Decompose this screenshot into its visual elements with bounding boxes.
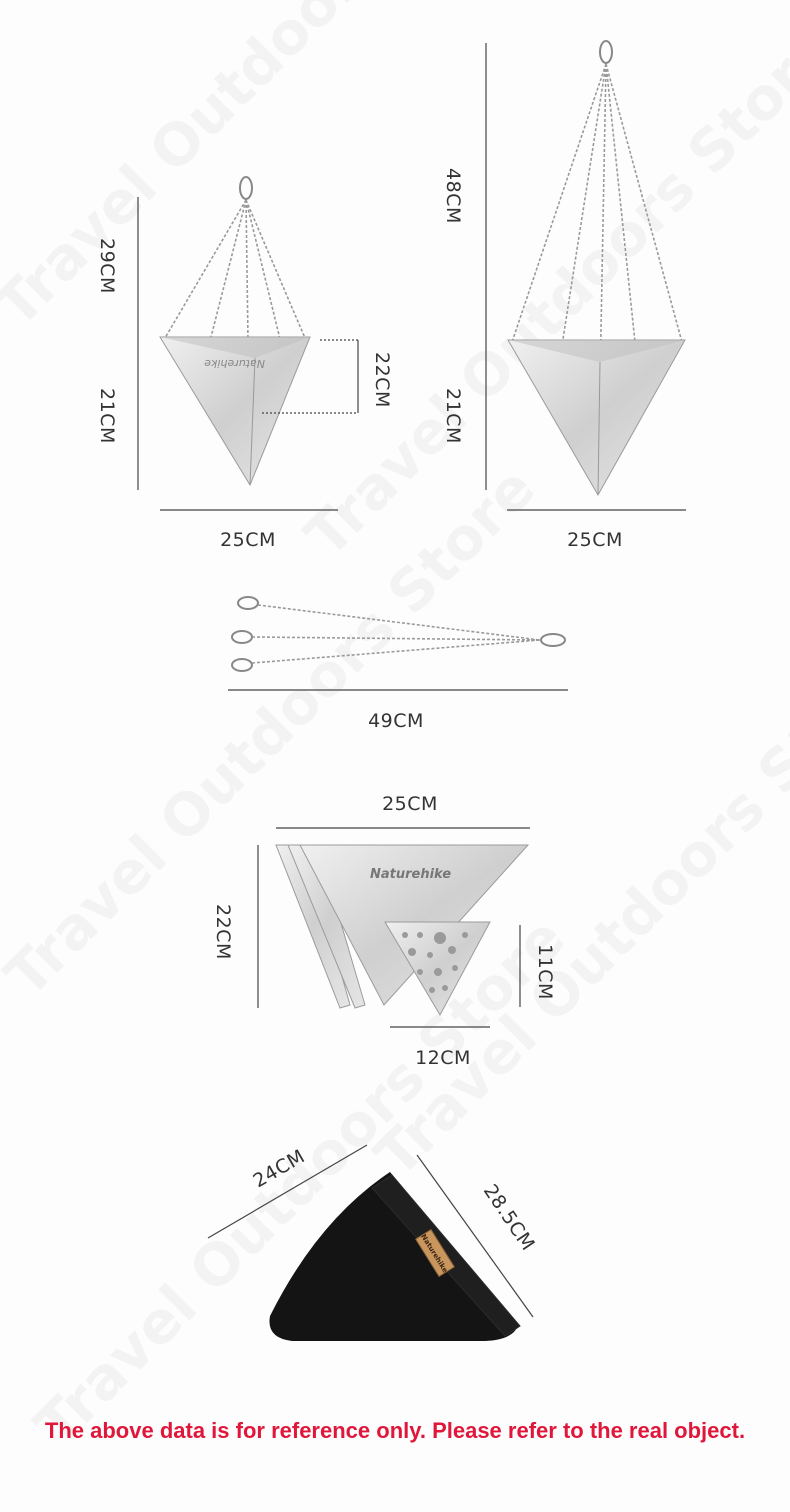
svg-text:25CM: 25CM: [382, 793, 438, 815]
svg-text:21CM: 21CM: [96, 388, 118, 444]
svg-text:Naturehike: Naturehike: [370, 867, 451, 882]
carabiner-icon: [231, 630, 253, 644]
svg-text:Naturehike: Naturehike: [204, 357, 265, 370]
svg-text:12CM: 12CM: [415, 1047, 471, 1069]
hanging-chains: 49CM: [228, 596, 568, 732]
svg-text:22CM: 22CM: [371, 352, 393, 408]
carabiner-icon: [231, 658, 253, 672]
svg-text:25CM: 25CM: [220, 529, 276, 551]
svg-text:49CM: 49CM: [368, 710, 424, 732]
disclaimer-note: The above data is for reference only. Pl…: [44, 1418, 746, 1443]
carabiner-icon: [599, 40, 613, 64]
svg-text:48CM: 48CM: [442, 168, 464, 224]
flat-panels: 25CM Naturehike 22CM 11CM 12CM: [212, 793, 556, 1069]
stove-long-chain: 48CM 21CM 25CM: [442, 40, 686, 551]
svg-text:28.5CM: 28.5CM: [479, 1180, 539, 1254]
stove-short-chain: Naturehike 29CM 21CM 22CM 25CM: [96, 176, 393, 551]
carabiner-icon: [239, 176, 253, 200]
svg-text:21CM: 21CM: [442, 388, 464, 444]
svg-text:11CM: 11CM: [534, 944, 556, 1000]
carabiner-icon: [540, 633, 566, 647]
carabiner-icon: [237, 596, 259, 610]
svg-text:29CM: 29CM: [96, 238, 118, 294]
svg-text:25CM: 25CM: [567, 529, 623, 551]
svg-text:22CM: 22CM: [212, 904, 234, 960]
svg-text:Travel Outdoors Store: Travel Outdoors Store: [292, 14, 790, 570]
